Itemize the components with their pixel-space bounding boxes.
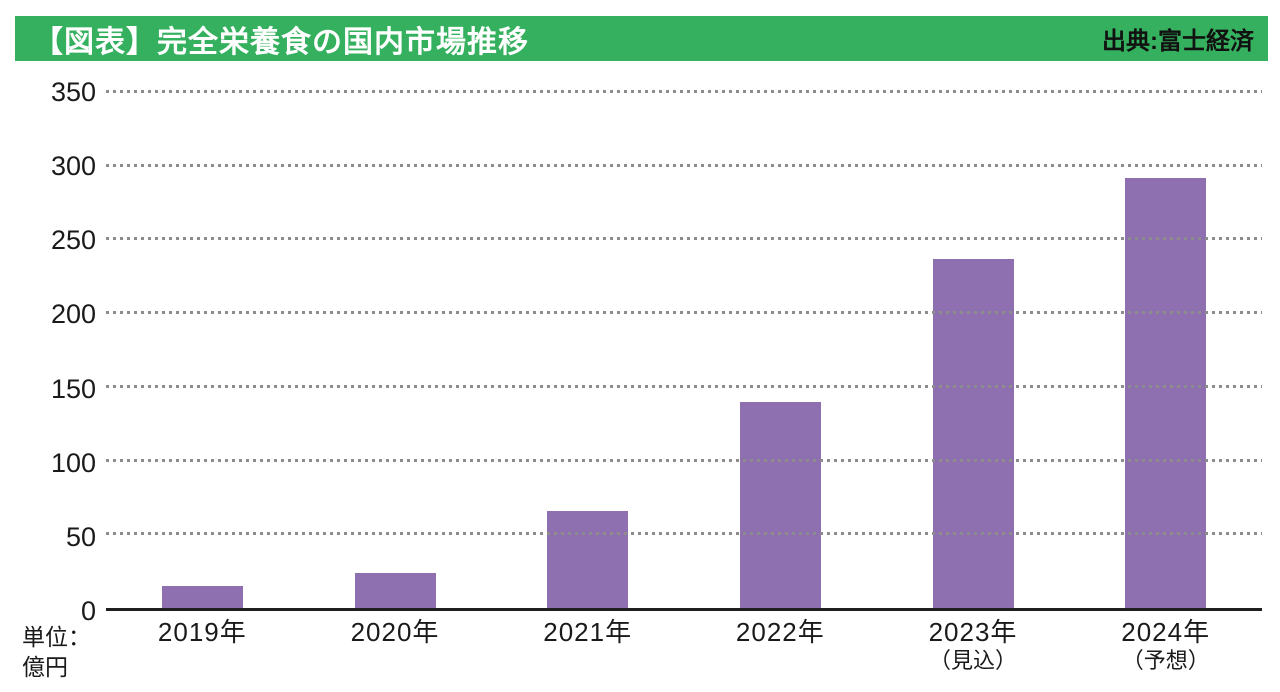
bar-2021年 xyxy=(547,510,629,608)
bar-slot xyxy=(684,92,877,608)
bar-slot xyxy=(1069,92,1262,608)
y-tick-label: 250 xyxy=(50,225,96,256)
y-tick-label: 100 xyxy=(50,447,96,478)
plot-area xyxy=(106,90,1262,611)
source-label: 出典:富士経済 xyxy=(1102,28,1254,55)
x-axis-labels: 2019年 2020年 2021年 2022年 2023年 （見込） 2024年 （予想） xyxy=(106,617,1262,675)
gridline xyxy=(106,458,1262,462)
unit-label-line2: 億円 xyxy=(22,654,68,680)
bar-2024年 xyxy=(1125,177,1207,608)
bar-2020年 xyxy=(354,572,436,608)
unit-label-line1: 単位： xyxy=(22,624,91,650)
x-tick-sublabel: （見込） xyxy=(929,648,1018,673)
x-tick-label: 2021年 xyxy=(543,617,633,647)
y-tick-label: 200 xyxy=(50,299,96,330)
bar-slot xyxy=(106,92,299,608)
y-tick-label: 350 xyxy=(50,77,96,107)
gridline xyxy=(106,237,1262,241)
unit-label: 単位： 億円 xyxy=(22,622,91,682)
y-axis-labels: 0 50 100 150 200 250 300 350 xyxy=(30,77,96,626)
gridline xyxy=(106,163,1262,167)
bars-row xyxy=(106,92,1262,608)
x-tick-label: 2022年 xyxy=(735,617,825,647)
bar-slot xyxy=(299,92,492,608)
gridline xyxy=(106,532,1262,536)
x-tick-label: 2020年 xyxy=(350,617,440,647)
bar-slot xyxy=(877,92,1070,608)
bar-2019年 xyxy=(161,585,243,608)
x-tick: 2021年 xyxy=(491,617,684,675)
bar-slot xyxy=(491,92,684,608)
gridline xyxy=(106,311,1262,315)
bar-2022年 xyxy=(739,401,821,608)
x-tick: 2022年 xyxy=(684,617,877,675)
y-tick-label: 0 xyxy=(80,596,96,626)
chart-title: 【図表】完全栄養食の国内市場推移 xyxy=(33,25,529,59)
x-tick-label: 2019年 xyxy=(157,617,247,647)
y-tick-label: 300 xyxy=(50,151,96,182)
x-tick-sublabel: （予想） xyxy=(1121,648,1210,673)
x-tick: 2020年 xyxy=(299,617,492,675)
y-tick-label: 150 xyxy=(50,373,96,404)
x-tick: 2024年 （予想） xyxy=(1069,617,1262,675)
y-tick-label: 50 xyxy=(65,521,96,552)
gridline xyxy=(106,384,1262,388)
chart-title-bar: 【図表】完全栄養食の国内市場推移 出典:富士経済 xyxy=(15,16,1268,61)
gridline xyxy=(106,90,1262,93)
x-tick-label: 2024年 xyxy=(1121,617,1211,647)
x-tick: 2023年 （見込） xyxy=(877,617,1070,675)
bar-2023年 xyxy=(932,258,1014,608)
x-tick-label: 2023年 xyxy=(928,617,1018,647)
x-tick: 2019年 xyxy=(106,617,299,675)
